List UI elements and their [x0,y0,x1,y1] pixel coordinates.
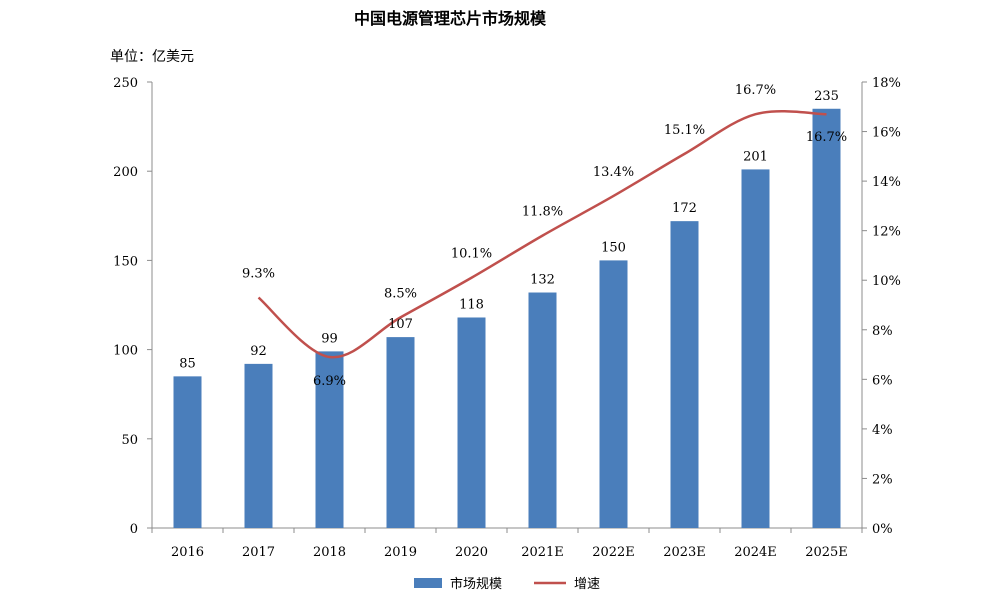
y-right-tick-label: 2% [872,472,893,487]
growth-value-label: 13.4% [593,165,634,180]
bar [315,351,344,528]
y-left-tick-label: 100 [113,344,138,359]
bar [528,292,557,528]
y-right-tick-label: 16% [872,126,901,141]
y-right-tick-label: 12% [872,225,901,240]
legend-label-bar: 市场规模 [450,576,502,592]
bar-series [173,108,841,529]
bar-value-label: 85 [179,356,196,371]
growth-value-label: 11.8% [522,205,563,220]
growth-value-label: 15.1% [664,123,705,138]
growth-line [257,110,827,359]
x-tick-label: 2017 [242,545,275,560]
bar-value-label: 235 [814,89,839,104]
unit-label: 单位：亿美元 [110,49,194,65]
y-left-tick-label: 150 [113,254,138,269]
bar [812,108,841,528]
x-tick-label: 2024E [734,545,777,560]
bar [457,317,486,528]
growth-value-label: 9.3% [242,267,275,282]
bar-value-label: 92 [250,344,267,359]
growth-value-label: 8.5% [384,286,417,301]
x-tick-label: 2019 [384,545,417,560]
x-tick-label: 2020 [455,545,488,560]
bar-value-label: 150 [601,240,626,255]
y-right-tick-label: 6% [872,373,893,388]
bar-value-label: 99 [321,331,338,346]
bar-value-label: 132 [530,273,555,288]
legend: 市场规模 增速 [414,576,600,592]
y-left-tick-label: 250 [113,76,138,91]
bar [599,260,628,528]
x-tick-label: 2023E [663,545,706,560]
bar [244,363,273,528]
growth-line-series [257,110,827,359]
axes: 0 50 100 150 200 250 0% 2% 4% 6% 8% 10% 12% 14% 16% 18%… [113,76,901,560]
y-right-tick-label: 14% [872,175,901,190]
bar [741,169,770,528]
bar-value-label: 172 [672,201,697,216]
y-right-tick-label: 0% [872,522,893,537]
growth-value-label: 16.7% [735,83,776,98]
growth-value-label: 10.1% [451,247,492,262]
bar [670,221,699,529]
x-tick-label: 2025E [805,545,848,560]
y-right-tick-label: 4% [872,423,893,438]
growth-value-label: 16.7% [806,130,847,145]
x-tick-label: 2022E [592,545,635,560]
y-left-tick-label: 50 [121,433,138,448]
bar-value-label: 201 [743,149,768,164]
x-tick-label: 2016 [171,545,204,560]
y-right-tick-label: 10% [872,274,901,289]
bar-value-label: 118 [459,297,484,312]
legend-swatch-bar [414,578,442,588]
growth-value-label: 6.9% [313,374,346,389]
bar [173,376,202,528]
chart-title: 中国电源管理芯片市场规模 [354,9,547,28]
y-right-tick-label: 8% [872,324,893,339]
legend-label-line: 增速 [574,577,600,592]
bar [386,337,415,528]
bar-value-label: 107 [388,317,413,332]
y-left-tick-label: 0 [130,522,138,537]
y-right-tick-label: 18% [872,76,901,91]
data-labels: 85 92 99 107 118 132 150 172 201 235 9.3% 6.9% 8.5% 1… [179,83,847,389]
y-left-tick-label: 200 [113,165,138,180]
x-tick-label: 2021E [521,545,564,560]
x-tick-label: 2018 [313,545,346,560]
